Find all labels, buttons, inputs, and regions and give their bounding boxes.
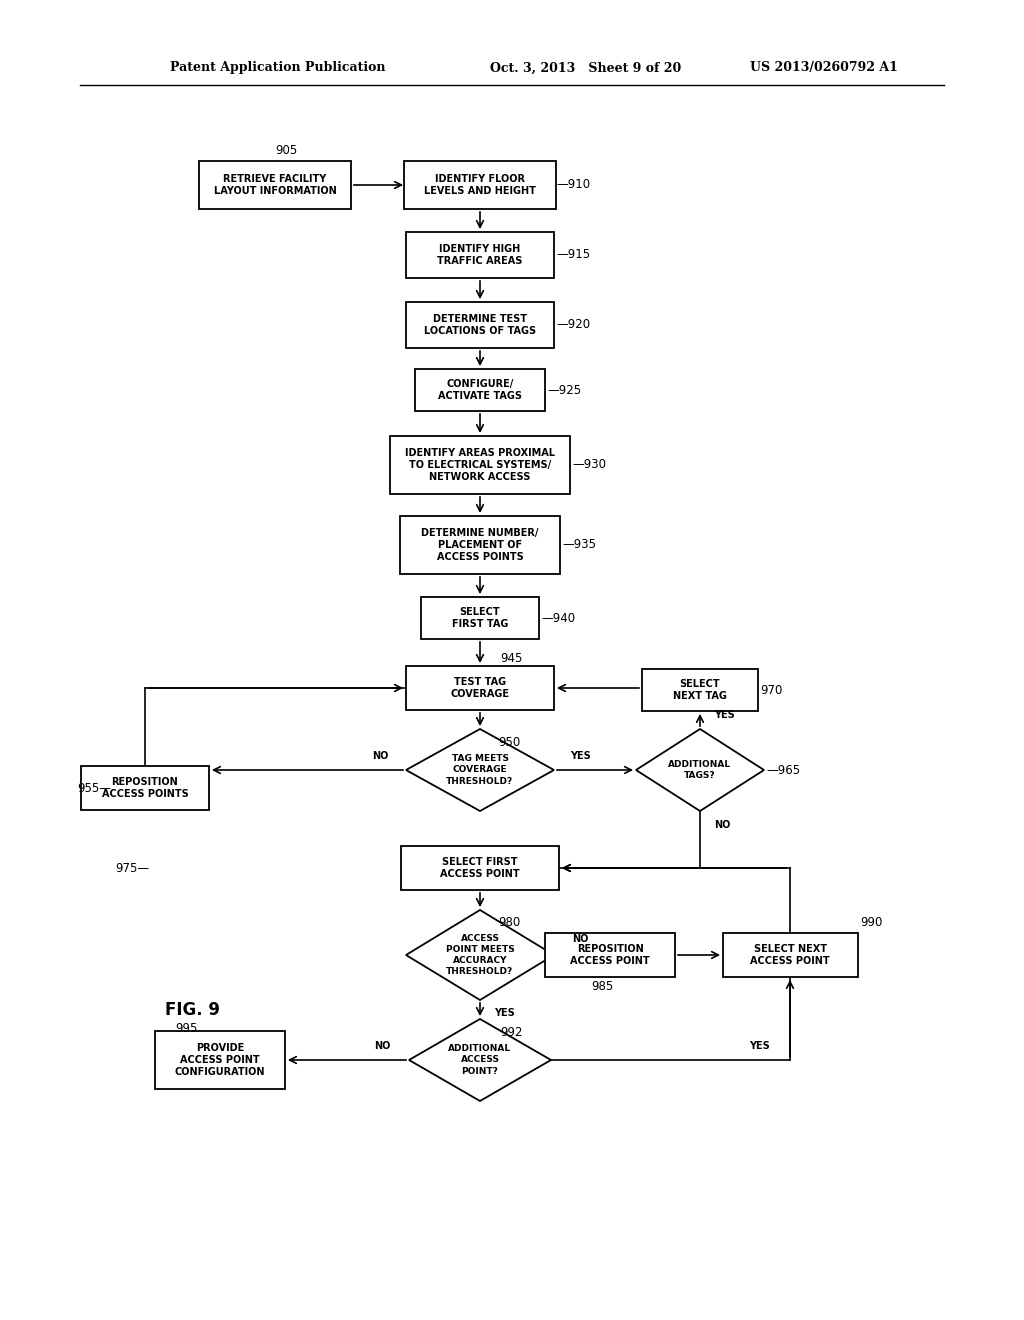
- Text: SELECT FIRST
ACCESS POINT: SELECT FIRST ACCESS POINT: [440, 857, 520, 879]
- Text: ADDITIONAL
TAGS?: ADDITIONAL TAGS?: [669, 760, 731, 780]
- Text: SELECT NEXT
ACCESS POINT: SELECT NEXT ACCESS POINT: [751, 944, 829, 966]
- Text: 990: 990: [860, 916, 883, 929]
- Text: 970: 970: [760, 684, 782, 697]
- Text: NO: NO: [372, 751, 388, 762]
- Text: DETERMINE TEST
LOCATIONS OF TAGS: DETERMINE TEST LOCATIONS OF TAGS: [424, 314, 536, 337]
- Text: Patent Application Publication: Patent Application Publication: [170, 62, 385, 74]
- Text: REPOSITION
ACCESS POINTS: REPOSITION ACCESS POINTS: [101, 776, 188, 799]
- Bar: [404, 161, 556, 209]
- Bar: [401, 846, 559, 890]
- Text: —940: —940: [541, 611, 575, 624]
- Text: IDENTIFY FLOOR
LEVELS AND HEIGHT: IDENTIFY FLOOR LEVELS AND HEIGHT: [424, 174, 536, 197]
- Bar: [390, 436, 570, 494]
- Text: 945: 945: [500, 652, 522, 664]
- Polygon shape: [406, 729, 554, 810]
- Bar: [421, 597, 539, 639]
- Text: 955—: 955—: [77, 781, 111, 795]
- Text: NO: NO: [571, 935, 588, 944]
- Text: —920: —920: [556, 318, 590, 331]
- Polygon shape: [406, 909, 554, 1001]
- Text: DETERMINE NUMBER/
PLACEMENT OF
ACCESS POINTS: DETERMINE NUMBER/ PLACEMENT OF ACCESS PO…: [421, 528, 539, 562]
- Text: FIG. 9: FIG. 9: [165, 1001, 220, 1019]
- Text: ACCESS
POINT MEETS
ACCURACY
THRESHOLD?: ACCESS POINT MEETS ACCURACY THRESHOLD?: [445, 933, 514, 977]
- Text: —965: —965: [766, 763, 800, 776]
- Text: 995: 995: [175, 1022, 198, 1035]
- Polygon shape: [409, 1019, 551, 1101]
- Text: 985: 985: [591, 981, 613, 994]
- Text: 975—: 975—: [115, 862, 150, 874]
- Text: —910: —910: [556, 178, 590, 191]
- Text: 905: 905: [275, 144, 297, 157]
- Text: SELECT
FIRST TAG: SELECT FIRST TAG: [452, 607, 508, 630]
- Bar: [406, 232, 554, 279]
- Text: US 2013/0260792 A1: US 2013/0260792 A1: [750, 62, 898, 74]
- Text: NO: NO: [374, 1041, 390, 1051]
- Bar: [545, 933, 675, 977]
- Text: —935: —935: [562, 539, 596, 552]
- Text: REPOSITION
ACCESS POINT: REPOSITION ACCESS POINT: [570, 944, 650, 966]
- Text: —915: —915: [556, 248, 590, 261]
- Bar: [199, 161, 351, 209]
- Text: YES: YES: [750, 1041, 770, 1051]
- Bar: [642, 669, 758, 711]
- Bar: [406, 667, 554, 710]
- Text: Oct. 3, 2013   Sheet 9 of 20: Oct. 3, 2013 Sheet 9 of 20: [490, 62, 681, 74]
- Text: 980: 980: [498, 916, 520, 929]
- Text: 992: 992: [500, 1026, 522, 1039]
- Text: IDENTIFY AREAS PROXIMAL
TO ELECTRICAL SYSTEMS/
NETWORK ACCESS: IDENTIFY AREAS PROXIMAL TO ELECTRICAL SY…: [406, 447, 555, 482]
- Text: NO: NO: [714, 820, 730, 830]
- Bar: [415, 370, 545, 411]
- Text: TEST TAG
COVERAGE: TEST TAG COVERAGE: [451, 677, 510, 700]
- Bar: [723, 933, 857, 977]
- Bar: [400, 516, 560, 574]
- Text: 950: 950: [498, 735, 520, 748]
- Bar: [155, 1031, 285, 1089]
- Text: CONFIGURE/
ACTIVATE TAGS: CONFIGURE/ ACTIVATE TAGS: [438, 379, 522, 401]
- Text: ADDITIONAL
ACCESS
POINT?: ADDITIONAL ACCESS POINT?: [449, 1044, 512, 1076]
- Text: YES: YES: [494, 1008, 515, 1018]
- Text: PROVIDE
ACCESS POINT
CONFIGURATION: PROVIDE ACCESS POINT CONFIGURATION: [175, 1043, 265, 1077]
- Bar: [406, 302, 554, 348]
- Polygon shape: [636, 729, 764, 810]
- Text: TAG MEETS
COVERAGE
THRESHOLD?: TAG MEETS COVERAGE THRESHOLD?: [446, 755, 514, 785]
- Text: IDENTIFY HIGH
TRAFFIC AREAS: IDENTIFY HIGH TRAFFIC AREAS: [437, 244, 522, 267]
- Text: —925: —925: [547, 384, 582, 396]
- Text: —930: —930: [572, 458, 606, 471]
- Text: YES: YES: [714, 710, 735, 719]
- Bar: [81, 766, 209, 810]
- Text: SELECT
NEXT TAG: SELECT NEXT TAG: [673, 678, 727, 701]
- Text: RETRIEVE FACILITY
LAYOUT INFORMATION: RETRIEVE FACILITY LAYOUT INFORMATION: [214, 174, 336, 197]
- Text: YES: YES: [569, 751, 591, 762]
